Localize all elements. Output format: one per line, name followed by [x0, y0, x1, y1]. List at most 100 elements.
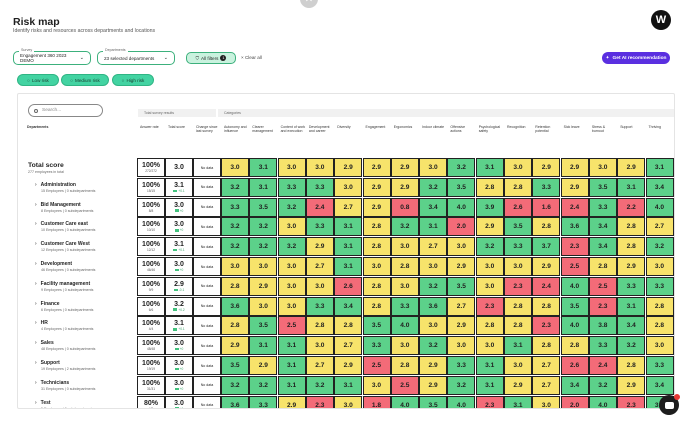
- survey-select[interactable]: Survey Engagement 360 2023 DEMO ⌄: [13, 48, 91, 65]
- category-score-cell[interactable]: 3.2: [475, 237, 504, 257]
- category-score-cell[interactable]: 2.7: [532, 356, 561, 375]
- category-score-cell[interactable]: 2.7: [334, 197, 363, 217]
- category-score-cell[interactable]: 2.8: [221, 316, 249, 336]
- category-score-cell[interactable]: 3.0: [362, 257, 391, 276]
- category-score-cell[interactable]: 3.2: [419, 276, 448, 296]
- category-score-cell[interactable]: 3.1: [277, 336, 306, 356]
- category-score-cell[interactable]: 2.9: [617, 375, 646, 395]
- column-header-category[interactable]: Offensive actions: [450, 125, 466, 133]
- column-header-change[interactable]: Change since last survey: [196, 125, 218, 133]
- category-score-cell[interactable]: 2.5: [390, 375, 419, 395]
- tab-total-survey-results[interactable]: Total survey results: [138, 109, 216, 117]
- category-score-cell[interactable]: 2.8: [362, 276, 391, 296]
- total-score-cell[interactable]: 3.0 +0: [165, 395, 193, 408]
- change-cell[interactable]: No data: [193, 177, 221, 197]
- category-score-cell[interactable]: 3.4: [560, 375, 589, 395]
- department-row-label[interactable]: › Facility management 9 Employees | 0 subd…: [35, 281, 93, 292]
- category-score-cell[interactable]: 3.0: [249, 296, 278, 316]
- category-score-cell[interactable]: 4.0: [645, 197, 674, 217]
- column-header-category[interactable]: Autonomy and influence: [224, 125, 247, 133]
- department-row-label[interactable]: › Support 19 Employees | 2 subdepartments: [35, 360, 95, 371]
- category-score-cell[interactable]: 3.5: [560, 296, 589, 316]
- department-row-label[interactable]: › HR 4 Employees | 0 subdepartments: [35, 320, 93, 331]
- category-score-cell[interactable]: 0.8: [390, 197, 419, 217]
- category-score-cell[interactable]: 2.9: [419, 356, 448, 375]
- category-score-cell[interactable]: 2.9: [419, 375, 448, 395]
- category-score-cell[interactable]: 3.4: [588, 217, 617, 237]
- category-score-cell[interactable]: 2.7: [447, 296, 476, 316]
- category-score-cell[interactable]: 2.9: [617, 257, 646, 276]
- category-score-cell[interactable]: 3.0: [504, 356, 532, 375]
- category-score-cell[interactable]: 3.3: [588, 336, 617, 356]
- total-score-cell[interactable]: 3.0 +0: [165, 375, 193, 395]
- category-score-cell[interactable]: 3.3: [249, 395, 278, 408]
- category-score-cell[interactable]: 3.3: [617, 276, 646, 296]
- category-score-cell[interactable]: 2.9: [334, 158, 363, 177]
- category-score-cell[interactable]: 2.8: [475, 177, 504, 197]
- total-score-cell[interactable]: 2.9 -0.1: [165, 276, 193, 296]
- category-score-cell[interactable]: 3.0: [305, 158, 334, 177]
- category-score-cell[interactable]: 3.1: [277, 375, 306, 395]
- category-score-cell[interactable]: 3.9: [475, 197, 504, 217]
- category-score-cell[interactable]: 3.2: [221, 177, 249, 197]
- category-score-cell[interactable]: 2.6: [504, 197, 532, 217]
- ai-recommendation-button[interactable]: ✦ Get AI recommendation: [602, 52, 670, 64]
- answer-rate-cell[interactable]: 100% 9/9: [137, 276, 165, 296]
- category-score-cell[interactable]: 3.0: [277, 276, 306, 296]
- category-score-cell[interactable]: 2.3: [532, 316, 561, 336]
- category-score-cell[interactable]: 3.1: [249, 336, 278, 356]
- change-cell[interactable]: No data: [193, 276, 221, 296]
- category-score-cell[interactable]: 3.5: [362, 316, 391, 336]
- category-score-cell[interactable]: 2.8: [504, 316, 532, 336]
- category-score-cell[interactable]: 2.3: [617, 395, 646, 408]
- category-score-cell[interactable]: 3.2: [617, 336, 646, 356]
- category-score-cell[interactable]: 2.8: [504, 177, 532, 197]
- category-score-cell[interactable]: 2.3: [560, 237, 589, 257]
- column-header-answer-rate[interactable]: Answer rate: [140, 125, 159, 129]
- category-score-cell[interactable]: 3.1: [419, 217, 448, 237]
- category-score-cell[interactable]: 2.9: [305, 237, 334, 257]
- category-score-cell[interactable]: 2.7: [305, 257, 334, 276]
- category-score-cell[interactable]: 3.1: [334, 375, 363, 395]
- category-score-cell[interactable]: 3.7: [532, 237, 561, 257]
- category-score-cell[interactable]: 3.0: [645, 257, 674, 276]
- category-score-cell[interactable]: 2.9: [617, 158, 646, 177]
- category-score-cell[interactable]: 3.6: [419, 296, 448, 316]
- category-score-cell[interactable]: 3.3: [390, 296, 419, 316]
- category-score-cell[interactable]: 2.8: [617, 217, 646, 237]
- department-row-label[interactable]: › Technicians 31 Employees | 0 subdepartme…: [35, 380, 95, 391]
- category-score-cell[interactable]: 2.4: [588, 356, 617, 375]
- answer-rate-cell[interactable]: 100% 8/8: [137, 197, 165, 217]
- category-score-cell[interactable]: 3.0: [277, 257, 306, 276]
- category-score-cell[interactable]: 2.4: [560, 197, 589, 217]
- category-score-cell[interactable]: 2.2: [617, 197, 646, 217]
- category-score-cell[interactable]: 3.0: [277, 296, 306, 316]
- category-score-cell[interactable]: 3.0: [447, 336, 476, 356]
- category-score-cell[interactable]: 3.2: [419, 336, 448, 356]
- category-score-cell[interactable]: 2.8: [334, 316, 363, 336]
- all-filters-button[interactable]: ⛉ All filters 1: [186, 52, 236, 64]
- department-row-label[interactable]: › Finance 6 Employees | 0 subdepartments: [35, 301, 93, 312]
- category-score-cell[interactable]: 3.0: [390, 336, 419, 356]
- category-score-cell[interactable]: 2.9: [504, 375, 532, 395]
- category-score-cell[interactable]: 2.3: [504, 276, 532, 296]
- category-score-cell[interactable]: 2.9: [334, 356, 363, 375]
- category-score-cell[interactable]: 3.4: [334, 296, 363, 316]
- category-score-cell[interactable]: 3.2: [277, 237, 306, 257]
- category-score-cell[interactable]: 2.8: [617, 356, 646, 375]
- category-score-cell[interactable]: 2.5: [277, 316, 306, 336]
- category-score-cell[interactable]: 3.5: [588, 177, 617, 197]
- category-score-cell[interactable]: 2.8: [390, 257, 419, 276]
- category-score-cell[interactable]: 3.1: [334, 257, 363, 276]
- category-score-cell[interactable]: 3.3: [532, 177, 561, 197]
- category-score-cell[interactable]: 3.3: [504, 237, 532, 257]
- category-score-cell[interactable]: 3.1: [334, 217, 363, 237]
- change-cell[interactable]: No data: [193, 336, 221, 356]
- category-score-cell[interactable]: 3.0: [504, 158, 532, 177]
- total-score-cell[interactable]: 3.0 +0: [165, 356, 193, 375]
- answer-rate-cell[interactable]: 100% 46/46: [137, 257, 165, 276]
- change-cell[interactable]: No data: [193, 237, 221, 257]
- category-score-cell[interactable]: 3.1: [277, 356, 306, 375]
- department-row-label[interactable]: › Administration 15 Employees | 0 subdepar…: [35, 182, 95, 193]
- search-input[interactable]: Search...: [28, 104, 103, 117]
